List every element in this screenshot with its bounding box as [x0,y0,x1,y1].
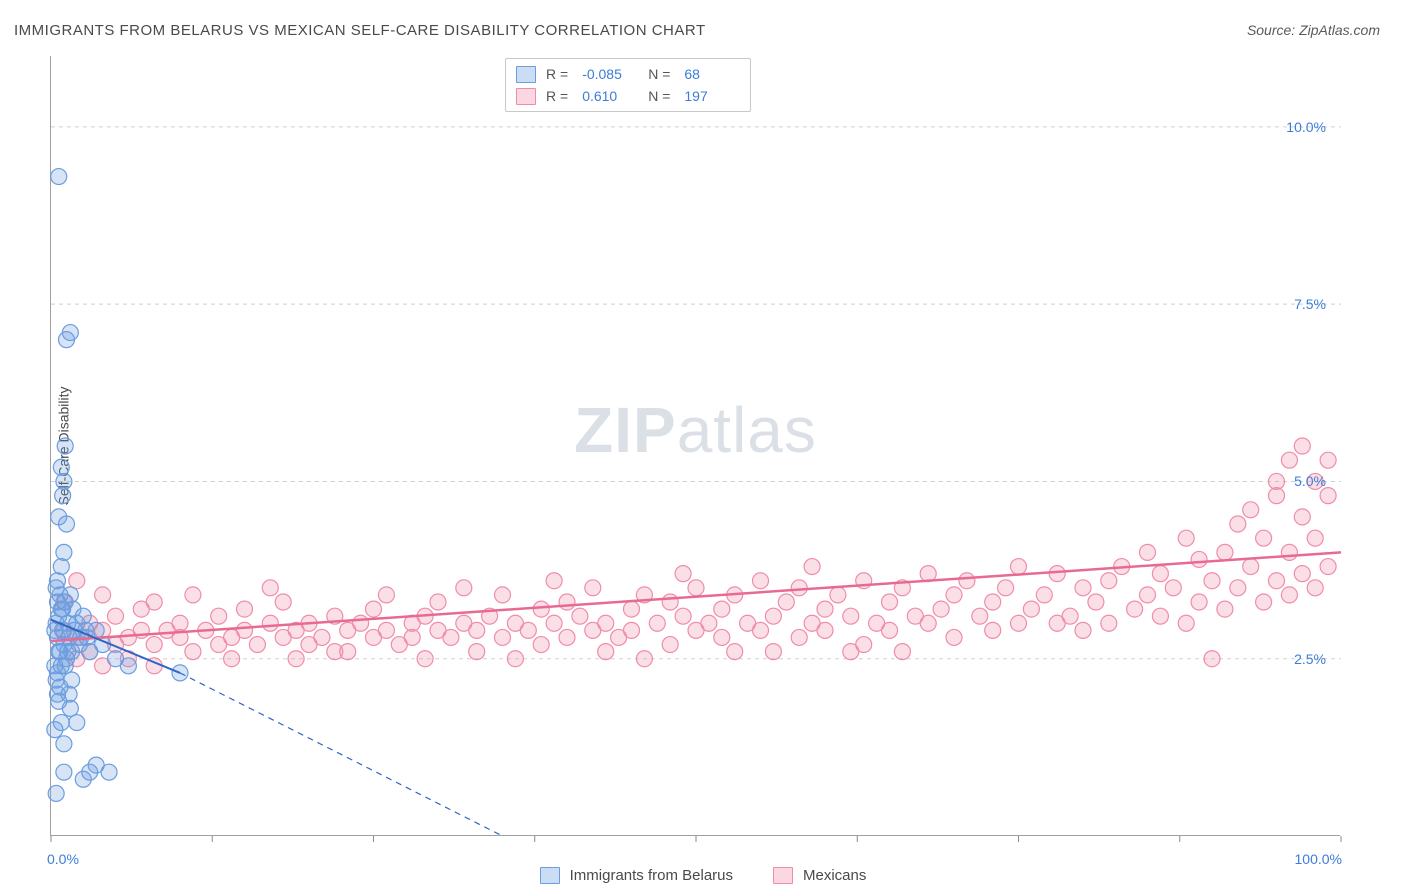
source-attribution: Source: ZipAtlas.com [1247,22,1380,38]
scatter-series-belarus [47,169,188,802]
y-tick-label: 5.0% [1294,473,1326,489]
legend-bottom: Immigrants from Belarus Mexicans [0,867,1406,884]
y-tick-label: 10.0% [1286,119,1326,135]
plot-area: ZIPatlas R = -0.085 N = 68 R = 0.610 N =… [50,56,1340,836]
legend-item-label: Immigrants from Belarus [570,867,733,884]
y-tick-label: 2.5% [1294,651,1326,667]
legend-item-label: Mexicans [803,867,866,884]
y-tick-label: 7.5% [1294,296,1326,312]
gridlines [51,127,1341,659]
legend-item-mexicans: Mexicans [773,867,866,884]
swatch-icon [540,867,560,884]
chart-title: IMMIGRANTS FROM BELARUS VS MEXICAN SELF-… [14,22,706,39]
x-tick-label-end: 100.0% [1295,851,1342,867]
legend-item-belarus: Immigrants from Belarus [540,867,733,884]
chart-svg [51,56,1340,835]
x-tick-label-start: 0.0% [47,851,79,867]
scatter-series-mexicans [56,438,1336,674]
x-ticks [51,836,1341,842]
swatch-icon [773,867,793,884]
